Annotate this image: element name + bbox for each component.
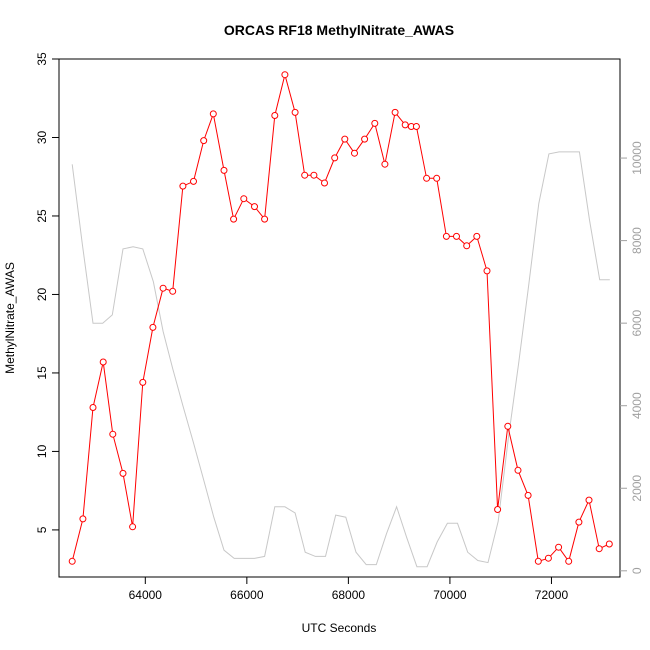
x-tick-label: 68000: [332, 588, 366, 602]
secondary-y-tick-label: 4000: [630, 392, 644, 419]
series-point: [381, 160, 389, 168]
y-tick-label: 10: [35, 444, 49, 458]
secondary-y-tick-label: 2000: [630, 475, 644, 502]
series-point: [159, 284, 167, 292]
plot-area-frame: [58, 58, 621, 578]
series-point: [179, 182, 187, 190]
secondary-y-tick-label: 0: [630, 567, 644, 574]
x-tick-label: 64000: [129, 588, 163, 602]
series-point: [361, 135, 369, 143]
y-axis: 5 10 15 20 25 30 35: [35, 52, 59, 533]
series-point: [555, 543, 563, 551]
series-point: [200, 137, 208, 145]
series-point: [544, 554, 552, 562]
series-point: [371, 119, 379, 127]
x-tick-label: 70000: [433, 588, 467, 602]
series-point: [291, 108, 299, 116]
series-point: [494, 506, 502, 513]
series-point: [412, 123, 420, 130]
series-point: [230, 215, 238, 223]
series-point: [310, 171, 318, 179]
series-point: [575, 518, 583, 526]
series-point: [453, 232, 460, 240]
y-tick-label: 20: [35, 287, 49, 301]
x-tick-label: 66000: [230, 588, 264, 602]
secondary-y-tick-label: 6000: [630, 309, 644, 336]
x-tick-label: 72000: [535, 588, 569, 602]
y-tick-label: 15: [35, 366, 49, 380]
series-point: [301, 171, 309, 179]
series-point: [321, 179, 328, 187]
series-point: [534, 557, 542, 565]
series-point: [524, 491, 532, 499]
y-axis-label: MethylNitrate_AWAS: [3, 262, 17, 374]
series-point: [585, 496, 593, 504]
series-point: [99, 358, 107, 366]
series-point: [190, 177, 197, 185]
series-point: [281, 71, 289, 79]
series-point: [351, 149, 358, 157]
series-point: [68, 557, 76, 565]
series-point: [149, 323, 157, 331]
series-point: [473, 232, 481, 240]
series-point: [261, 215, 269, 223]
series-point: [514, 466, 522, 474]
secondary-y-axis: 0 2000 4000 6000 8000 10000: [620, 141, 644, 574]
series-point: [463, 242, 471, 250]
series-point: [565, 557, 573, 565]
series-point: [129, 523, 137, 531]
series-point: [209, 110, 217, 118]
y-tick-label: 30: [35, 130, 49, 144]
chart-title: ORCAS RF18 MethylNitrate_AWAS: [224, 22, 454, 38]
series-point: [169, 287, 177, 295]
y-tick-label: 5: [35, 526, 49, 533]
series-point: [504, 422, 512, 430]
x-axis-label: UTC Seconds: [302, 621, 377, 635]
series-point: [442, 232, 450, 240]
series-point: [483, 267, 491, 275]
series-point: [109, 430, 117, 438]
secondary-y-tick-label: 10000: [630, 141, 644, 175]
secondary-series-line: [71, 151, 610, 568]
series-point: [89, 404, 97, 411]
series-point: [401, 121, 409, 129]
series-point: [220, 166, 228, 174]
series-point: [433, 174, 441, 182]
series-layer: [68, 71, 613, 568]
y-tick-label: 35: [35, 52, 49, 66]
series-point: [391, 108, 399, 116]
series-point: [423, 174, 431, 182]
secondary-y-tick-label: 8000: [630, 227, 644, 254]
series-point: [271, 112, 279, 119]
series-point: [331, 154, 339, 162]
series-point: [341, 135, 349, 143]
series-point: [595, 545, 603, 553]
series-point: [240, 195, 248, 203]
series-point: [119, 469, 127, 477]
y-tick-label: 25: [35, 209, 49, 223]
series-point: [251, 203, 258, 211]
series-point: [605, 540, 613, 548]
series-point: [139, 378, 147, 386]
x-axis: 64000 66000 68000 70000 72000: [129, 577, 569, 602]
series-point: [79, 515, 87, 523]
